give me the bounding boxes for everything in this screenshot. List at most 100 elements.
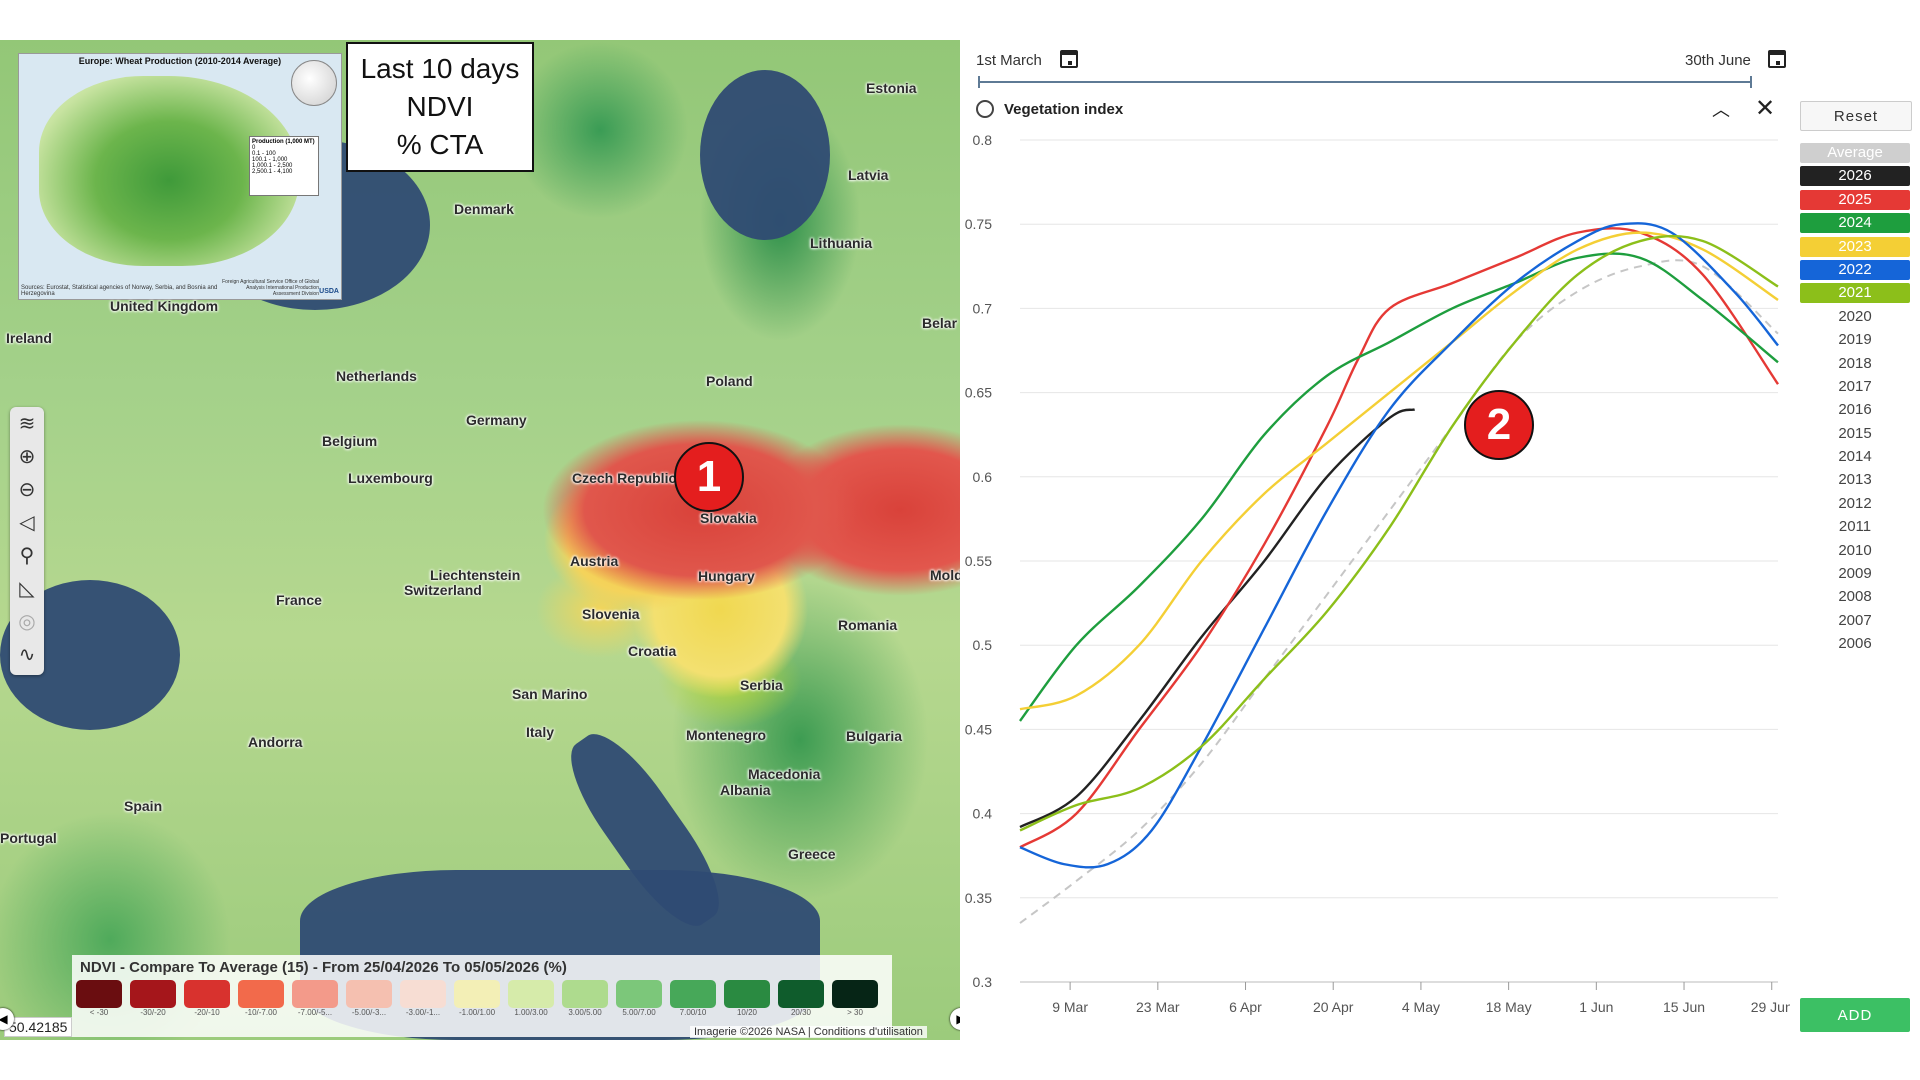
country-label: Poland [706,373,753,389]
x-tick-label: 6 Apr [1229,999,1262,1015]
x-tick-label: 23 Mar [1136,999,1180,1015]
x-tick-label: 29 Jun [1751,999,1790,1015]
year-toggle-2011[interactable]: 2011 [1838,518,1872,536]
y-tick-label: 0.45 [965,721,992,737]
country-label: Albania [720,782,771,798]
legend-swatch-color [130,980,176,1008]
date-end[interactable]: 30th June [1685,52,1751,69]
draw-icon[interactable]: ∿ [18,644,36,666]
legend-swatch-color [346,980,392,1008]
country-label: Croatia [628,643,677,659]
country-label: Czech Republic [572,470,677,486]
country-label: Greece [788,846,836,862]
series-line-average [1019,259,1779,924]
year-toggle-2008[interactable]: 2008 [1838,588,1872,606]
y-tick-label: 0.3 [973,974,993,990]
year-toggle-2018[interactable]: 2018 [1838,354,1872,372]
y-tick-label: 0.75 [965,216,992,232]
country-label: Hungary [698,568,755,584]
usda-logo: USDA [319,288,339,295]
year-toggle-2025[interactable]: 2025 [1800,189,1910,210]
legend-swatch-label: -1.00/1.00 [458,1008,496,1017]
legend-swatch-color [616,980,662,1008]
date-start[interactable]: 1st March [976,52,1042,69]
year-toggle-2013[interactable]: 2013 [1838,471,1872,489]
country-label: Slovakia [700,510,757,526]
calendar-icon[interactable] [1060,50,1078,68]
navigate-icon[interactable]: ◁ [19,512,35,534]
legend-swatch: -20/-10 [184,980,230,1017]
country-label: San Marino [512,686,588,702]
legend-swatch: 20/30 [778,980,824,1017]
series-line-2024 [1019,252,1779,722]
legend-title: NDVI - Compare To Average (15) - From 25… [80,959,567,976]
y-tick-label: 0.4 [973,806,993,822]
country-label: Macedonia [748,766,821,782]
legend-swatch-label: 1.00/3.00 [514,1008,548,1017]
reset-button[interactable]: Reset [1800,101,1912,131]
year-toggle-2020[interactable]: 2020 [1838,307,1872,325]
globe-icon [291,60,337,106]
vegetation-panel: 1st March 30th June Vegetation index ︿ ✕… [960,40,1920,1040]
year-list: Average 2026 2025 2024 2023 2022 2021 2020 2019 2… [1800,143,1910,658]
year-toggle-2023[interactable]: 2023 [1800,236,1910,257]
country-label: Netherlands [336,368,417,384]
y-tick-label: 0.35 [965,890,992,906]
inset-credit: Foreign Agricultural Service Office of G… [222,279,319,297]
chevron-right-icon[interactable]: ▶ [950,1008,960,1030]
legend-swatch: > 30 [832,980,878,1017]
year-toggle-2017[interactable]: 2017 [1838,377,1872,395]
year-toggle-2016[interactable]: 2016 [1838,401,1872,419]
year-toggle-2014[interactable]: 2014 [1838,448,1872,466]
legend-swatch: -10/-7.00 [238,980,284,1017]
year-toggle-2024[interactable]: 2024 [1800,213,1910,234]
country-label: France [276,592,322,608]
marker-1: 1 [674,442,744,512]
country-label: Portugal [0,830,57,846]
year-toggle-2015[interactable]: 2015 [1838,424,1872,442]
layers-icon[interactable]: ≋ [18,413,36,435]
legend-swatch: < -30 [76,980,122,1017]
legend-swatch-color [184,980,230,1008]
x-tick-label: 18 May [1486,999,1532,1015]
x-tick-label: 4 May [1402,999,1440,1015]
y-tick-label: 0.65 [965,385,992,401]
country-label: Italy [526,724,555,740]
x-tick-label: 1 Jun [1579,999,1613,1015]
chevron-left-icon[interactable]: ◀ [0,1008,14,1030]
year-toggle-2021[interactable]: 2021 [1800,283,1910,304]
baltic-sea [700,70,830,240]
inset-legend-title: Production (1,000 MT) [252,139,315,145]
x-tick-label: 20 Apr [1313,999,1354,1015]
add-button[interactable]: ADD [1800,998,1910,1032]
year-toggle-2012[interactable]: 2012 [1838,494,1872,512]
legend-swatch-label: -20/-10 [194,1008,220,1017]
inset-legend: Production (1,000 MT) 0 0.1 - 100 100.1 … [249,136,319,196]
year-toggle-2006[interactable]: 2006 [1838,635,1872,653]
series-line-2021 [1019,234,1779,832]
legend-swatch-label: > 30 [847,1008,863,1017]
close-icon[interactable]: ✕ [1755,95,1776,122]
target-icon[interactable]: ◎ [18,611,36,633]
inset-legend-item: 0.1 - 100 [252,151,276,157]
zoom-in-icon[interactable]: ⊕ [18,446,36,468]
year-toggle-2026[interactable]: 2026 [1800,166,1910,187]
map-view[interactable]: Europe: Wheat Production (2010-2014 Aver… [0,40,960,1040]
year-toggle-average[interactable]: Average [1800,143,1910,163]
year-toggle-2009[interactable]: 2009 [1838,565,1872,583]
country-label: Belar [922,315,958,331]
year-toggle-2022[interactable]: 2022 [1800,259,1910,280]
legend-swatch: -3.00/-1... [400,980,446,1017]
year-toggle-2010[interactable]: 2010 [1838,541,1872,559]
map-toolbar: ≋ ⊕ ⊖ ◁ ⚲ ◺ ◎ ∿ [10,407,44,675]
zoom-out-icon[interactable]: ⊖ [18,479,36,501]
calendar-icon[interactable] [1768,50,1786,68]
search-icon[interactable]: ⚲ [19,545,35,567]
chevron-up-icon[interactable]: ︿ [1712,100,1730,120]
year-toggle-2007[interactable]: 2007 [1838,611,1872,629]
inset-wheat-map: Europe: Wheat Production (2010-2014 Aver… [18,53,342,300]
year-toggle-2019[interactable]: 2019 [1838,331,1872,349]
legend-swatch-color [724,980,770,1008]
date-range-slider[interactable] [978,76,1752,88]
measure-icon[interactable]: ◺ [19,578,35,600]
